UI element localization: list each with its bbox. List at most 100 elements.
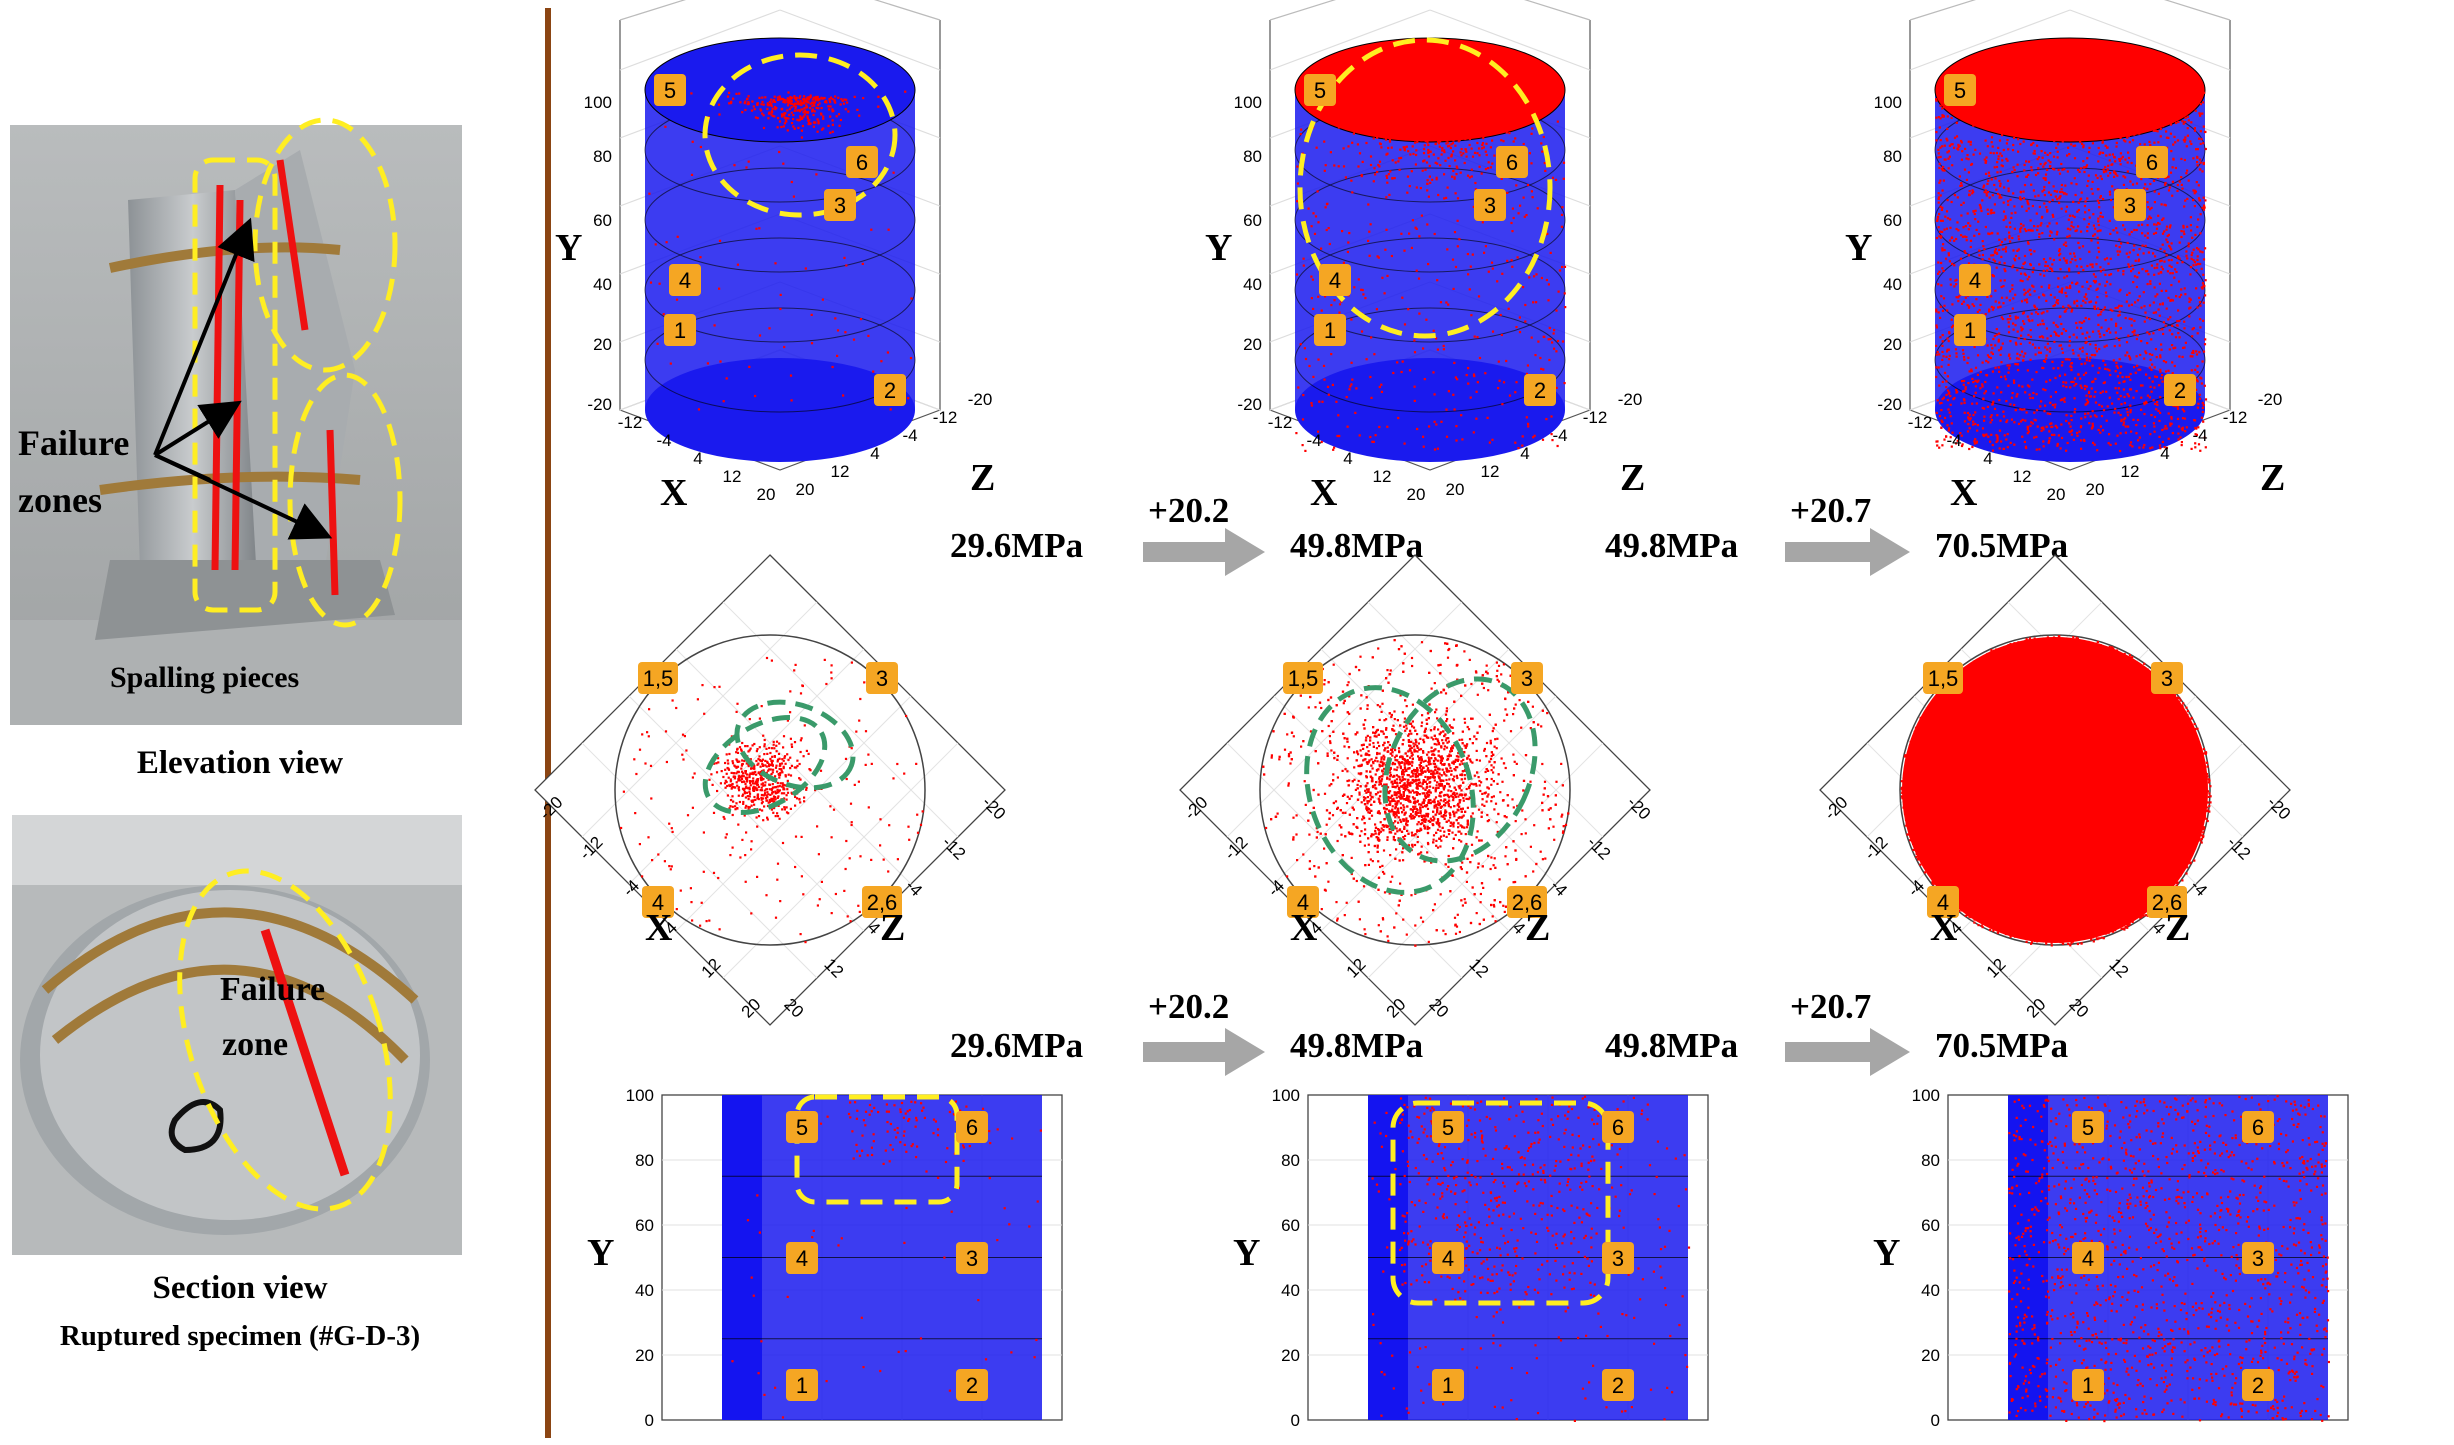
sensor-1-3d-3: 1 (1954, 314, 1986, 346)
plan-grid-1 (581, 601, 959, 979)
sensor-plan-26-1: 2,6 (862, 886, 902, 918)
y-tick-3-5: 100 (1874, 93, 1902, 112)
transition-row-2: 29.6MPa +20.2 49.8MPa 49.8MPa +20.7 70.5… (950, 987, 2068, 1076)
sensor-plan-26-1-label: 2,6 (867, 890, 898, 915)
dashed-zone-2 (1297, 37, 1553, 339)
plan-cluster-a-2 (1304, 685, 1476, 895)
sensor-3-elev-2: 3 (1602, 1242, 1634, 1274)
plan-z-label-1: Z (880, 907, 905, 949)
plan-z-label-2: Z (1525, 907, 1550, 949)
sensor-1-elev-1: 1 (786, 1369, 818, 1401)
sensor-2-3d-2: 2 (1524, 374, 1556, 406)
sensor-6-3d-3: 6 (2136, 146, 2168, 178)
row2-stress-a-from: 29.6MPa (950, 1026, 1083, 1065)
row2-stress-b-from: 49.8MPa (1605, 1026, 1738, 1065)
sensor-5-3d-3-label: 5 (1954, 78, 1966, 103)
failure-zone-label-1: Failure (220, 971, 325, 1008)
sensor-2-elev-3: 2 (2242, 1369, 2274, 1401)
x-tick-2-0: -12 (1268, 413, 1293, 432)
plan-fill-3 (1902, 637, 2208, 943)
y-tick-1-5: 100 (584, 93, 612, 112)
x-tick-2-4: 20 (1407, 485, 1426, 504)
sensor-6-elev-2: 6 (1602, 1111, 1634, 1143)
cylinder-body-2 (1295, 90, 1565, 410)
sensor-4-elev-3-label: 4 (2082, 1246, 2094, 1271)
x-axis-label-3: X (1950, 472, 1977, 514)
row1-arrow-a (1143, 528, 1265, 576)
sensor-1-3d-3-label: 1 (1964, 318, 1976, 343)
sensor-plan-4-1: 4 (642, 886, 674, 918)
sensor-3-elev-3: 3 (2242, 1242, 2274, 1274)
sensor-plan-15-1-label: 1,5 (643, 666, 674, 691)
cylinder-top-3 (1934, 37, 2206, 143)
sensor-4-3d-1: 4 (669, 264, 701, 296)
x-axis-label-1: X (660, 472, 687, 514)
z-tick-3-5: 20 (2086, 480, 2105, 499)
elev-events-2 (1371, 1095, 1691, 1422)
y-tick-1-4: 80 (593, 147, 612, 166)
sensor-5-elev-1-label: 5 (796, 1115, 808, 1140)
sensor-1-elev-3-label: 1 (2082, 1373, 2094, 1398)
sensor-plan-26-2: 2,6 (1507, 886, 1547, 918)
x-tick-2-1: -4 (1306, 431, 1321, 450)
sensor-3-3d-2-label: 3 (1484, 193, 1496, 218)
sensor-6-elev-3-label: 6 (2252, 1115, 2264, 1140)
plan-x-label-2: X (1290, 907, 1317, 949)
z-axis-label-3: Z (2260, 457, 2285, 499)
sensor-plan-4-3: 4 (1927, 886, 1959, 918)
z-tick-3-3: 4 (2160, 444, 2169, 463)
failure-zones-label-1: Failure (18, 423, 129, 463)
sensor-plan-3-3: 3 (2151, 662, 2183, 694)
sensor-plan-15-2: 1,5 (1283, 662, 1323, 694)
y-tick-2-4: 80 (1243, 147, 1262, 166)
sensor-plan-3-2-label: 3 (1521, 666, 1533, 691)
y-tick-3-1: 20 (1883, 335, 1902, 354)
sensor-plan-15-3-label: 1,5 (1928, 666, 1959, 691)
y-tick-2-5: 100 (1234, 93, 1262, 112)
sensor-6-elev-2-label: 6 (1612, 1115, 1624, 1140)
sensor-plan-4-1-label: 4 (652, 890, 664, 915)
sensor-1-3d-1-label: 1 (674, 318, 686, 343)
sensor-5-elev-2: 5 (1432, 1111, 1464, 1143)
transition-row-1: 29.6MPa +20.2 49.8MPa 49.8MPa +20.7 70.5… (950, 491, 2068, 576)
z-tick-3-0: -20 (2258, 390, 2283, 409)
sensor-1-3d-2-label: 1 (1324, 318, 1336, 343)
sensor-5-3d-1-label: 5 (664, 78, 676, 103)
sensor-plan-26-2-label: 2,6 (1512, 890, 1543, 915)
z-tick-1-5: 20 (796, 480, 815, 499)
dashed-zone-1 (702, 52, 898, 218)
sensor-plan-26-3: 2,6 (2147, 886, 2187, 918)
sensor-3-3d-1-label: 3 (834, 193, 846, 218)
row1-increment-b: +20.7 (1790, 491, 1871, 530)
z-tick-3-2: -4 (2192, 426, 2207, 445)
elev-y-label-2: Y (1233, 1232, 1260, 1274)
sensor-4-3d-3: 4 (1959, 264, 1991, 296)
sensor-1-elev-2-label: 1 (1442, 1373, 1454, 1398)
z-tick-3-4: 12 (2121, 462, 2140, 481)
y-axis-label-3: Y (1845, 227, 1872, 269)
sensor-6-3d-1: 6 (846, 146, 878, 178)
elev-y-tick-1-4: 80 (635, 1151, 654, 1170)
elev-y-tick-2-5: 100 (1272, 1086, 1300, 1105)
cylinder-body-1 (645, 90, 915, 410)
sensor-4-elev-3: 4 (2072, 1242, 2104, 1274)
elev-y-tick-3-1: 20 (1921, 1346, 1940, 1365)
elev-y-tick-2-1: 20 (1281, 1346, 1300, 1365)
sensor-2-elev-1-label: 2 (966, 1373, 978, 1398)
plan-cluster-a-1 (702, 715, 828, 815)
z-tick-2-2: -4 (1552, 426, 1567, 445)
sensor-3-3d-1: 3 (824, 189, 856, 221)
sensor-plan-4-3-label: 4 (1937, 890, 1949, 915)
sensor-plan-15-1: 1,5 (638, 662, 678, 694)
x-tick-2-3: 12 (1373, 467, 1392, 486)
z-tick-1-4: 12 (831, 462, 850, 481)
y-tick-1-0: -20 (587, 395, 612, 414)
z-tick-2-5: 20 (1446, 480, 1465, 499)
x-tick-3-3: 12 (2013, 467, 2032, 486)
y-tick-3-4: 80 (1883, 147, 1902, 166)
elev-y-tick-1-1: 20 (635, 1346, 654, 1365)
elev-y-tick-2-2: 40 (1281, 1281, 1300, 1300)
